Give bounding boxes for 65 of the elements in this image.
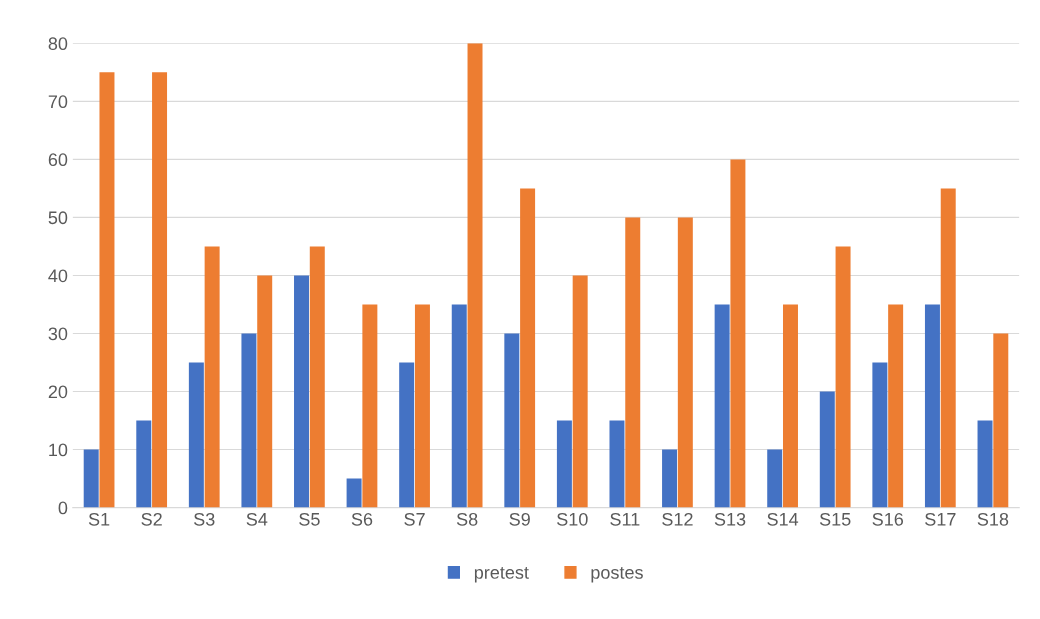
x-tick-label: S4 bbox=[246, 512, 268, 526]
bar bbox=[241, 333, 257, 508]
bar bbox=[924, 304, 940, 508]
x-tick-label: S7 bbox=[404, 512, 425, 526]
bar bbox=[872, 362, 888, 508]
x-tick-label: S11 bbox=[610, 512, 640, 526]
bar bbox=[204, 246, 220, 508]
bar bbox=[662, 449, 678, 508]
x-tick-label: S6 bbox=[351, 512, 373, 526]
x-tick-label: S9 bbox=[509, 512, 530, 526]
bar bbox=[767, 449, 783, 508]
bar bbox=[677, 217, 693, 508]
x-tick-label: S5 bbox=[299, 512, 320, 526]
x-tick-label: S17 bbox=[925, 512, 956, 526]
y-tick-label: 0 bbox=[58, 501, 68, 515]
bar bbox=[346, 478, 362, 508]
x-tick-label: S16 bbox=[872, 512, 904, 526]
bar bbox=[399, 362, 415, 508]
x-tick-label: S15 bbox=[819, 512, 851, 526]
bar bbox=[888, 304, 904, 508]
x-tick-label: S10 bbox=[557, 512, 588, 526]
bar bbox=[782, 304, 798, 508]
bar bbox=[99, 72, 115, 508]
x-tick-label: S12 bbox=[662, 512, 693, 526]
y-tick-label: 60 bbox=[48, 153, 68, 167]
bar bbox=[188, 362, 204, 508]
y-tick-label: 20 bbox=[48, 385, 68, 399]
bar bbox=[714, 304, 730, 508]
x-tick-label: S2 bbox=[141, 512, 162, 526]
bar bbox=[309, 246, 325, 508]
x-tick-label: S14 bbox=[767, 512, 799, 526]
bar bbox=[362, 304, 378, 508]
bar bbox=[451, 304, 467, 508]
x-tick-label: S18 bbox=[977, 512, 1009, 526]
legend-label: pretest bbox=[474, 567, 529, 583]
bar bbox=[556, 420, 572, 508]
x-tick-label: S3 bbox=[194, 512, 215, 526]
y-tick-label: 50 bbox=[48, 211, 68, 225]
bar bbox=[257, 275, 273, 508]
bar bbox=[730, 159, 746, 508]
bar bbox=[625, 217, 641, 508]
y-tick-label: 30 bbox=[48, 327, 68, 341]
y-tick-label: 80 bbox=[48, 37, 68, 51]
bar bbox=[136, 420, 152, 508]
bar bbox=[977, 420, 993, 508]
bar bbox=[83, 449, 99, 508]
bar bbox=[572, 275, 588, 508]
bar bbox=[819, 391, 835, 508]
x-tick-label: S1 bbox=[88, 512, 110, 526]
bar bbox=[993, 333, 1009, 508]
x-tick-label: S13 bbox=[714, 512, 746, 526]
bar bbox=[504, 333, 520, 508]
y-tick-label: 70 bbox=[48, 95, 68, 109]
bar bbox=[467, 43, 483, 508]
bar bbox=[294, 275, 310, 508]
x-tick-label: S8 bbox=[456, 512, 478, 526]
bar bbox=[940, 188, 956, 508]
bar bbox=[414, 304, 430, 508]
bar bbox=[520, 188, 536, 508]
legend-label: postes bbox=[591, 567, 643, 583]
bar bbox=[152, 72, 168, 508]
y-tick-label: 40 bbox=[48, 269, 68, 283]
bar bbox=[835, 246, 851, 508]
y-tick-label: 10 bbox=[49, 443, 68, 457]
bar bbox=[609, 420, 625, 508]
